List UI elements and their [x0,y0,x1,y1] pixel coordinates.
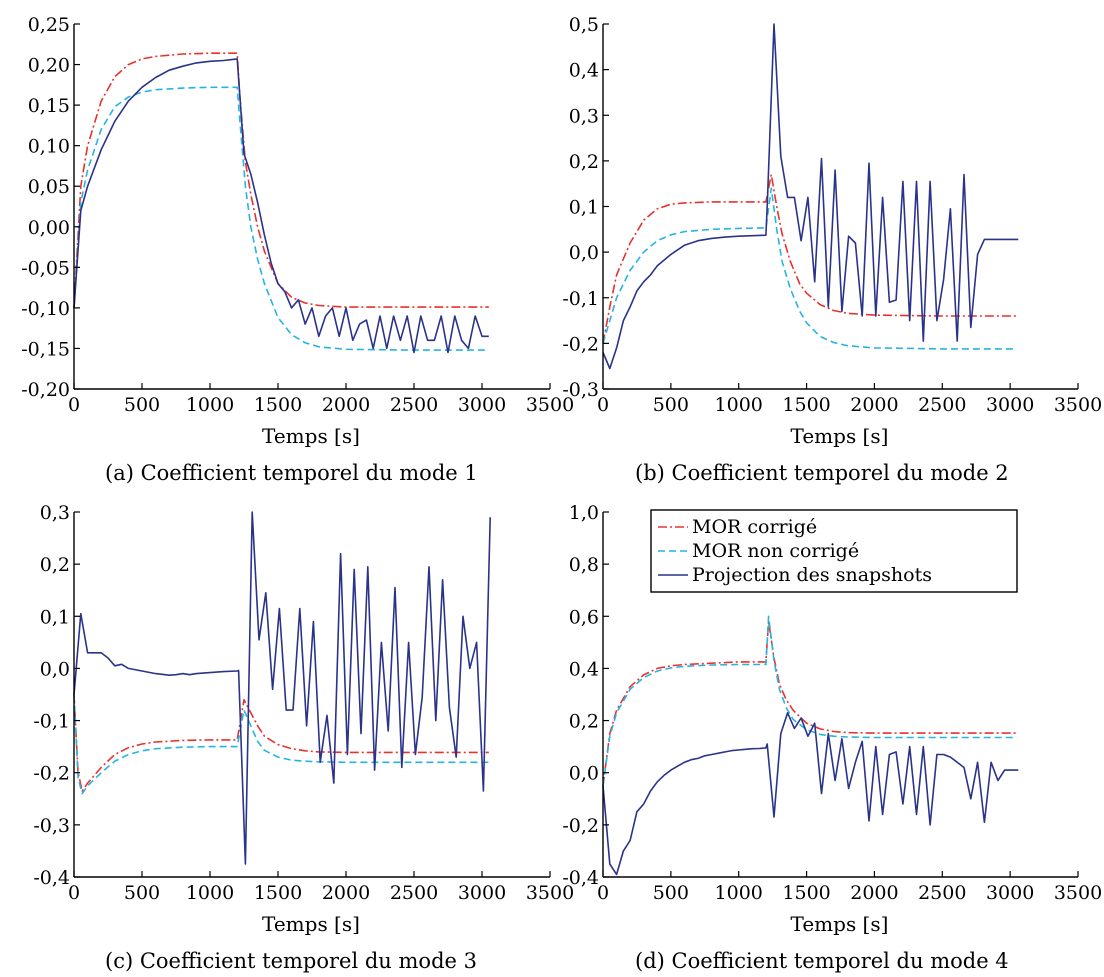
y-tick-label-a: 0,20 [28,55,70,77]
x-tick-label-b: 2000 [850,394,898,416]
y-tick-label-d: 1,0 [569,502,599,524]
x-tick-label-c: 1500 [254,882,302,904]
legend-box [650,509,1018,593]
y-tick-label-a: 0,05 [28,176,70,198]
x-tick-label-d: 1500 [782,882,830,904]
y-tick-label-b: 0,2 [569,151,599,173]
x-axis-label-d: Temps [s] [791,912,889,936]
x-tick-label-a: 2000 [322,394,370,416]
x-tick-label-c: 2500 [390,882,438,904]
y-tick-label-a: -0,05 [21,257,70,279]
x-tick-label-b: 0 [597,394,609,416]
x-tick-label-b: 2500 [918,394,966,416]
y-tick-label-a: 0,15 [28,95,70,117]
caption-c: (c) Coefficient temporel du mode 3 [105,949,477,973]
series-mor-non-corrige-d [602,615,1017,786]
caption-a: (a) Coefficient temporel du mode 1 [105,461,478,485]
y-tick-label-d: 0,4 [569,658,599,680]
legend-entry-mor-non-corrige: MOR non corrigé [692,540,859,562]
y-tick-label-a: 0,00 [28,217,70,239]
y-tick-label-d: 0,6 [569,606,599,628]
y-tick-label-b: 0,4 [569,60,599,82]
x-tick-label-c: 2000 [322,882,370,904]
series-projection-des-snapshots-a [73,58,489,354]
x-axis-label-b: Temps [s] [791,424,889,448]
y-tick-label-b: 0,3 [569,105,599,127]
x-tick-label-a: 3500 [526,394,574,416]
y-tick-label-c: -0,4 [33,867,70,889]
y-tick-label-d: 0,2 [569,711,599,733]
y-tick-label-c: -0,3 [33,815,70,837]
y-tick-label-a: -0,20 [21,379,70,401]
y-tick-label-b: -0,1 [562,288,599,310]
x-tick-label-b: 3000 [986,394,1034,416]
x-tick-label-d: 0 [597,882,609,904]
x-tick-label-a: 3000 [458,394,506,416]
y-tick-label-d: -0,4 [562,867,599,889]
y-tick-label-c: -0,2 [33,763,70,785]
series-mor-corrige-b [602,173,1017,344]
series-projection-des-snapshots-b [602,23,1019,370]
x-tick-label-b: 3500 [1054,394,1102,416]
x-axis-label-a: Temps [s] [262,424,360,448]
y-tick-label-a: -0,15 [21,338,70,360]
series-mor-non-corrige-b [602,187,1017,350]
panel-a: 0 500 1000 1500 2000 2500 3000 3500 -0,20 -0,15 -0… [21,14,574,485]
x-tick-label-a: 1500 [254,394,302,416]
x-tick-label-d: 1000 [715,882,763,904]
caption-b: (b) Coefficient temporel du mode 2 [635,461,1009,485]
series-mor-corrige-d [602,620,1017,786]
panel-c: 0 500 1000 1500 2000 2500 3000 3500 -0,4 -0,3 -0,2… [33,502,574,973]
y-tick-label-b: 0,1 [569,197,599,219]
x-tick-label-c: 3500 [526,882,574,904]
x-tick-label-d: 2500 [918,882,966,904]
y-tick-label-c: 0,1 [40,606,70,628]
y-tick-label-d: -0,2 [562,815,599,837]
legend-entry-mor-corrige: MOR corrigé [692,516,817,538]
series-projection-des-snapshots-d [602,711,1019,876]
x-tick-label-d: 3500 [1054,882,1102,904]
legend-entry-projection: Projection des snapshots [692,564,932,586]
legend: MOR corrigé MOR non corrigé Projection d… [650,509,1018,593]
y-tick-label-c: 0,0 [40,658,70,680]
y-tick-label-a: -0,10 [21,298,70,320]
y-tick-label-b: -0,2 [562,333,599,355]
y-tick-label-a: 0,25 [28,14,70,36]
x-tick-label-d: 2000 [850,882,898,904]
x-tick-label-d: 500 [653,882,689,904]
series-mor-corrige-a [73,52,489,308]
y-tick-label-b: 0,0 [569,242,599,264]
x-axis-label-c: Temps [s] [262,912,360,936]
y-tick-label-c: 0,3 [40,502,70,524]
x-tick-label-a: 500 [124,394,160,416]
y-tick-label-a: 0,10 [28,136,70,158]
x-tick-label-c: 1000 [186,882,234,904]
series-mor-non-corrige-a [73,86,489,351]
panel-b: 0 500 1000 1500 2000 2500 3000 3500 -0,3 -0,2 -0,1… [562,14,1102,485]
series-projection-des-snapshots-c [73,511,491,865]
x-tick-label-b: 500 [653,394,689,416]
series-mor-non-corrige-c [73,694,489,795]
x-tick-label-c: 3000 [458,882,506,904]
series-mor-corrige-c [73,694,489,792]
x-tick-label-d: 3000 [986,882,1034,904]
y-tick-label-c: -0,1 [33,711,70,733]
y-tick-label-c: 0,2 [40,554,70,576]
x-tick-label-a: 1000 [186,394,234,416]
y-tick-label-d: 0,0 [569,763,599,785]
x-tick-label-b: 1500 [782,394,830,416]
y-tick-label-d: 0,8 [569,554,599,576]
x-tick-label-a: 0 [68,394,80,416]
x-tick-label-c: 0 [68,882,80,904]
x-tick-label-a: 2500 [390,394,438,416]
caption-d: (d) Coefficient temporel du mode 4 [635,949,1009,973]
x-tick-label-b: 1000 [715,394,763,416]
panel-d: 0 500 1000 1500 2000 2500 3000 3500 -0,4 -0,2 0,0 0… [562,502,1102,973]
y-tick-label-b: -0,3 [562,379,599,401]
y-tick-label-b: 0,5 [569,14,599,36]
x-tick-label-c: 500 [124,882,160,904]
